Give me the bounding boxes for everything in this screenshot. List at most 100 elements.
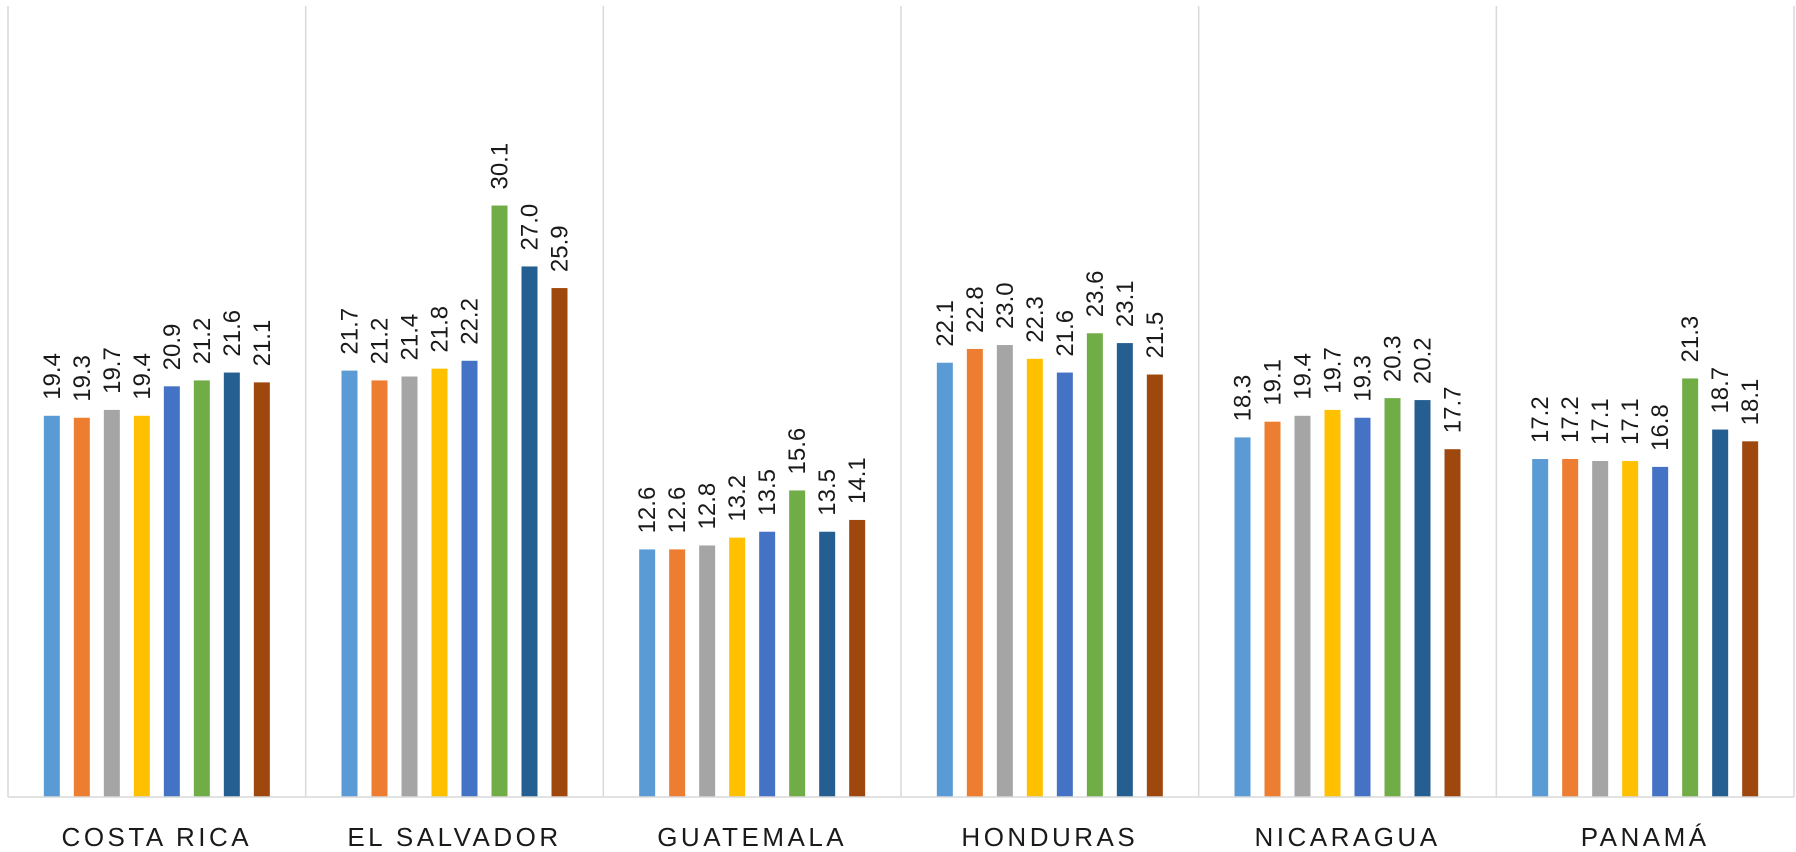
data-label: 19.4 (129, 353, 156, 400)
bar (1532, 459, 1549, 797)
data-label: 19.7 (99, 347, 126, 394)
category-label: HONDURAS (961, 822, 1138, 852)
data-label: 13.5 (814, 469, 841, 516)
bar (1712, 429, 1729, 797)
data-label: 23.1 (1112, 280, 1139, 327)
bar (1384, 398, 1401, 797)
bar (341, 370, 358, 797)
data-label: 21.4 (397, 314, 424, 361)
data-label: 16.8 (1647, 404, 1674, 451)
data-label: 17.1 (1617, 398, 1644, 445)
data-label: 21.7 (337, 308, 364, 355)
bar (996, 345, 1013, 797)
bar (639, 549, 656, 797)
bar (103, 409, 120, 797)
data-label: 12.6 (664, 487, 691, 534)
category-label: GUATEMALA (657, 822, 847, 852)
data-label: 22.1 (932, 300, 959, 347)
bar (1592, 460, 1609, 797)
category-label: EL SALVADOR (347, 822, 561, 852)
bar (729, 537, 746, 797)
bar (669, 549, 686, 797)
bar (371, 380, 388, 797)
data-label: 18.1 (1737, 379, 1764, 426)
data-label: 13.5 (754, 469, 781, 516)
data-label: 21.2 (189, 318, 216, 365)
bar (966, 348, 983, 797)
bar (819, 531, 836, 797)
data-label: 22.8 (962, 286, 989, 333)
bar (789, 490, 806, 797)
bar (1146, 374, 1163, 797)
data-label: 19.3 (69, 355, 96, 402)
data-label: 19.4 (1290, 353, 1317, 400)
data-label: 25.9 (547, 225, 574, 272)
data-label: 12.6 (634, 487, 661, 534)
bar (1026, 358, 1043, 797)
bar (1294, 415, 1311, 797)
data-label: 21.3 (1677, 316, 1704, 363)
bar (1354, 417, 1371, 797)
bar (1234, 437, 1251, 797)
data-label: 18.7 (1707, 367, 1734, 414)
data-label: 21.8 (427, 306, 454, 353)
bar (1056, 372, 1073, 797)
bar (461, 360, 478, 797)
bar (1562, 459, 1579, 797)
data-label: 19.1 (1260, 359, 1287, 406)
bar (73, 417, 90, 797)
bar (1116, 343, 1133, 797)
bar (551, 288, 568, 797)
bar (43, 415, 60, 797)
data-label: 18.3 (1230, 375, 1257, 422)
data-label: 17.2 (1557, 396, 1584, 443)
bar (253, 382, 270, 797)
bar (849, 519, 866, 797)
data-label: 21.2 (367, 318, 394, 365)
data-labels-group: 19.4 19.3 19.7 19.420.9 21.2 21.6 21.1 21.7 21.2… (39, 143, 1764, 534)
data-label: 17.2 (1527, 396, 1554, 443)
data-label: 23.0 (992, 282, 1019, 329)
data-label: 19.3 (1350, 355, 1377, 402)
data-label: 21.6 (219, 310, 246, 357)
category-label: COSTA RICA (62, 822, 253, 852)
bar (491, 205, 508, 797)
data-label: 30.1 (487, 143, 514, 190)
bar (133, 415, 150, 797)
bar (759, 531, 776, 797)
bar (699, 545, 716, 797)
bar (1652, 466, 1669, 797)
bar (1086, 333, 1103, 797)
data-label: 22.2 (457, 298, 484, 345)
data-label: 22.3 (1022, 296, 1049, 343)
bars-group (43, 205, 1759, 797)
bar (163, 386, 180, 797)
bar (936, 362, 953, 797)
category-separators (7, 6, 1795, 797)
bar (193, 380, 210, 797)
bar (223, 372, 240, 797)
data-label: 23.6 (1082, 271, 1109, 318)
data-label: 21.1 (249, 320, 276, 367)
category-label: NICARAGUA (1254, 822, 1440, 852)
bar (1742, 441, 1759, 797)
bar (1682, 378, 1699, 797)
data-label: 15.6 (784, 428, 811, 475)
bar (1264, 421, 1281, 797)
data-label: 17.1 (1587, 398, 1614, 445)
data-label: 12.8 (694, 483, 721, 530)
bar (1324, 409, 1341, 797)
data-label: 20.2 (1410, 337, 1437, 384)
data-label: 13.2 (724, 475, 751, 522)
bar (1414, 400, 1431, 797)
bar (401, 376, 418, 797)
data-label: 19.4 (39, 353, 66, 400)
bar (1444, 449, 1461, 797)
bar (431, 368, 448, 797)
category-label: PANAMÁ (1581, 822, 1710, 852)
data-label: 21.5 (1142, 312, 1169, 359)
data-label: 27.0 (517, 204, 544, 251)
data-label: 20.9 (159, 324, 186, 371)
bar (1622, 460, 1639, 797)
